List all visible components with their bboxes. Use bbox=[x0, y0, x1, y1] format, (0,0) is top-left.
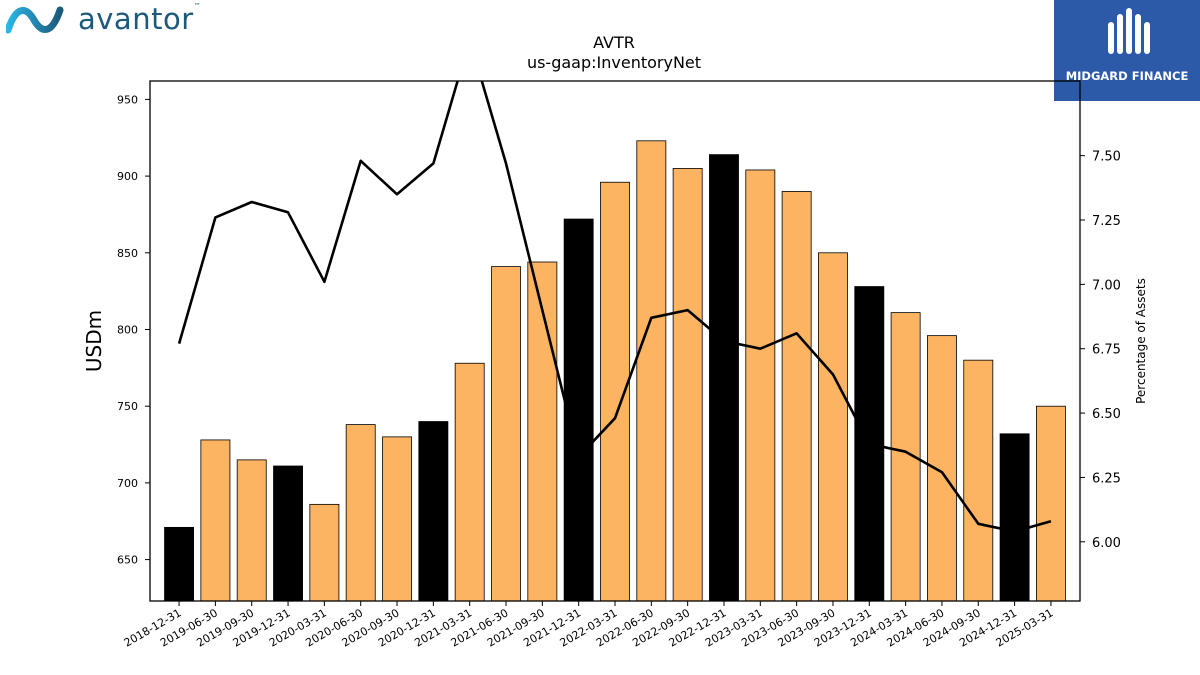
y-tick-label: 800 bbox=[117, 323, 138, 336]
bar bbox=[1036, 405, 1066, 602]
bar bbox=[745, 169, 776, 602]
bar bbox=[709, 154, 739, 602]
y-tick-label: 700 bbox=[117, 477, 138, 490]
bar bbox=[273, 465, 303, 602]
y2-axis-label: Percentage of Assets bbox=[1134, 278, 1148, 404]
bar bbox=[927, 335, 957, 602]
y-tick-label: 650 bbox=[117, 554, 138, 567]
y2-tick-label: 7.00 bbox=[1092, 278, 1121, 293]
midgard-wordmark: MIDGARD FINANCE bbox=[1065, 69, 1189, 83]
bar bbox=[672, 168, 703, 602]
y-tick-label: 850 bbox=[117, 247, 138, 260]
bar bbox=[454, 362, 485, 602]
y-tick-label: 750 bbox=[117, 400, 138, 413]
y-tick-label: 950 bbox=[117, 93, 138, 106]
bar bbox=[345, 424, 376, 602]
y2-tick-label: 6.50 bbox=[1092, 407, 1121, 422]
y2-tick-label: 7.25 bbox=[1092, 214, 1121, 229]
avantor-mark-icon bbox=[6, 6, 64, 34]
y2-tick-label: 6.25 bbox=[1092, 471, 1121, 486]
midgard-mark-icon bbox=[1108, 8, 1150, 54]
y2-tick-label: 6.75 bbox=[1092, 343, 1121, 358]
chart-subtitle: us-gaap:InventoryNet bbox=[527, 53, 701, 72]
avantor-logo: avantor™ bbox=[6, 2, 201, 36]
bar bbox=[781, 191, 812, 602]
bar bbox=[236, 459, 267, 602]
bar bbox=[636, 140, 667, 602]
y2-tick-label: 7.50 bbox=[1092, 150, 1121, 165]
midgard-finance-logo: MIDGARD FINANCE bbox=[1054, 0, 1200, 101]
bar bbox=[164, 526, 194, 602]
avantor-wordmark: avantor™ bbox=[78, 2, 202, 36]
bar bbox=[563, 218, 594, 602]
bar bbox=[818, 252, 848, 602]
y2-tick-label: 6.00 bbox=[1092, 536, 1121, 551]
chart-title: AVTR bbox=[593, 33, 635, 52]
bar bbox=[382, 436, 412, 602]
bar bbox=[963, 359, 994, 602]
bar bbox=[200, 439, 231, 602]
bar bbox=[491, 266, 521, 602]
bar bbox=[999, 433, 1030, 602]
bar bbox=[309, 503, 340, 602]
series-line bbox=[177, 81, 1052, 533]
bar bbox=[418, 421, 449, 602]
y-axis-label: USDm bbox=[82, 310, 106, 372]
y-tick-label: 900 bbox=[117, 170, 138, 183]
